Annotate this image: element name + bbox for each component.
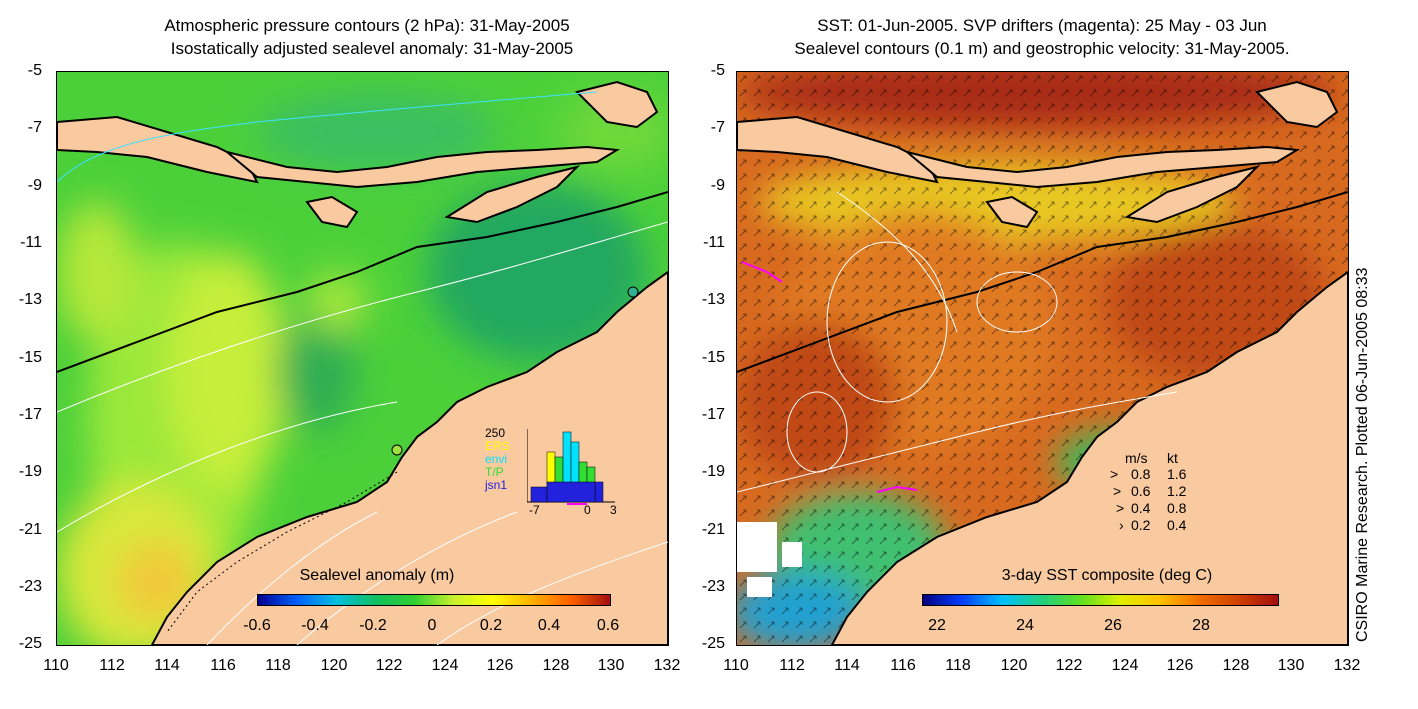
sla-colorbar-tick: 0 <box>427 617 437 634</box>
lon-tick: 122 <box>1055 657 1083 674</box>
inset-ymax: 250 <box>485 426 506 440</box>
sst-colorbar-tick: 26 <box>1104 617 1122 634</box>
lon-tick: 114 <box>834 657 860 674</box>
sla-colorbar-tick: -0.2 <box>359 617 387 634</box>
lon-tick: 126 <box>1166 657 1194 674</box>
lon-tick: 132 <box>653 657 681 674</box>
lon-tick: 116 <box>890 657 916 674</box>
lat-tick: -21 <box>701 521 725 538</box>
tide-station-marker <box>391 444 403 456</box>
lon-tick: 116 <box>210 657 236 674</box>
lon-tick: 124 <box>431 657 459 674</box>
lat-tick: -23 <box>18 578 42 595</box>
lon-tick: 114 <box>154 657 180 674</box>
inset-xtick: -7 <box>529 503 540 517</box>
lat-tick: -21 <box>18 521 42 538</box>
legend-ms: 0.2 <box>1131 517 1151 533</box>
right-title-line2: Sealevel contours (0.1 m) and geostrophi… <box>794 39 1290 58</box>
inset-xtick: 3 <box>610 503 617 517</box>
lon-tick: 118 <box>945 657 971 674</box>
lat-tick: -7 <box>27 119 42 136</box>
lon-tick: 128 <box>542 657 570 674</box>
sla-colorbar-title: Sealevel anomaly (m) <box>299 567 455 584</box>
legend-arrow-icon: > <box>1110 466 1119 482</box>
credit-text: CSIRO Marine Research. Plotted 06-Jun-20… <box>1354 267 1371 642</box>
sla-colorbar-tick: 0.2 <box>479 617 503 634</box>
lon-tick: 120 <box>1000 657 1028 674</box>
lat-tick: -5 <box>27 62 42 79</box>
altimeter-inset: 250 ERS envi T/P jsn1 <box>482 427 622 517</box>
inset-series-tp: T/P <box>485 465 504 479</box>
sla-colorbar-tick: -0.4 <box>301 617 329 634</box>
legend-header-ms: m/s <box>1125 450 1148 466</box>
lat-tick: -11 <box>20 234 42 251</box>
sla-colorbar-tick: -0.6 <box>243 617 271 634</box>
legend-kt: 1.2 <box>1167 483 1187 499</box>
inset-histogram <box>527 429 615 505</box>
lon-tick: 128 <box>1222 657 1250 674</box>
lon-tick: 110 <box>43 657 69 674</box>
legend-ms: 0.8 <box>1131 466 1151 482</box>
sla-map-canvas <box>57 72 668 645</box>
lon-tick: 130 <box>597 657 625 674</box>
left-title-line1: Atmospheric pressure contours (2 hPa): 3… <box>164 16 570 35</box>
lat-tick: -9 <box>710 177 725 194</box>
legend-ms: 0.4 <box>1131 500 1151 516</box>
lon-tick: 118 <box>265 657 291 674</box>
lon-tick: 130 <box>1277 657 1305 674</box>
sla-colorbar <box>257 594 611 606</box>
legend-kt: 0.4 <box>1167 517 1187 533</box>
sla-colorbar-tick: 0.4 <box>537 617 561 634</box>
inset-series-ers: ERS <box>485 439 510 453</box>
sealevel-anomaly-map: 250 ERS envi T/P jsn1 <box>56 71 669 646</box>
lat-tick: -7 <box>710 119 725 136</box>
lat-tick: -5 <box>710 62 725 79</box>
lon-tick: 110 <box>723 657 749 674</box>
sst-colorbar <box>922 594 1279 606</box>
tide-station-marker <box>627 286 639 298</box>
lon-tick: 112 <box>99 657 125 674</box>
lat-tick: -19 <box>701 463 725 480</box>
lat-tick: -17 <box>18 406 42 423</box>
legend-arrow-icon: › <box>1119 517 1124 533</box>
lat-tick: -15 <box>701 349 725 366</box>
legend-kt: 1.6 <box>1167 466 1187 482</box>
lat-tick: -17 <box>701 406 725 423</box>
lat-tick: -13 <box>701 291 725 308</box>
lon-tick: 122 <box>375 657 403 674</box>
lon-tick: 112 <box>779 657 805 674</box>
lat-tick: -25 <box>701 635 725 652</box>
lat-tick: -19 <box>18 463 42 480</box>
sla-colorbar-tick: 0.6 <box>596 617 620 634</box>
sst-map-canvas <box>737 72 1348 645</box>
sst-colorbar-title: 3-day SST composite (deg C) <box>1001 567 1213 584</box>
sst-colorbar-tick: 22 <box>928 617 946 634</box>
sst-colorbar-tick: 24 <box>1016 617 1034 634</box>
lat-tick: -23 <box>701 578 725 595</box>
legend-arrow-icon: > <box>1113 483 1122 499</box>
left-title-line2: Isostatically adjusted sealevel anomaly:… <box>170 39 574 58</box>
lat-tick: -25 <box>18 635 42 652</box>
sst-colorbar-tick: 28 <box>1192 617 1210 634</box>
lon-tick: 120 <box>320 657 348 674</box>
lat-tick: -13 <box>18 291 42 308</box>
sst-map: m/s kt > 0.8 1.6 > 0.6 1.2 > 0.4 0.8 › 0… <box>736 71 1349 646</box>
legend-kt: 0.8 <box>1167 500 1187 516</box>
lat-tick: -9 <box>27 177 42 194</box>
legend-header-kt: kt <box>1167 450 1178 466</box>
legend-ms: 0.6 <box>1131 483 1151 499</box>
velocity-legend: m/s kt > 0.8 1.6 > 0.6 1.2 > 0.4 0.8 › 0… <box>1107 450 1237 540</box>
inset-xtick: 0 <box>584 503 591 517</box>
legend-arrow-icon: > <box>1116 500 1125 516</box>
right-title-line1: SST: 01-Jun-2005. SVP drifters (magenta)… <box>817 16 1267 35</box>
lat-tick: -11 <box>703 234 725 251</box>
lat-tick: -15 <box>18 349 42 366</box>
inset-series-jsn1: jsn1 <box>485 478 508 492</box>
inset-series-envi: envi <box>485 452 508 466</box>
lon-tick: 124 <box>1111 657 1139 674</box>
lon-tick: 126 <box>486 657 514 674</box>
lon-tick: 132 <box>1333 657 1361 674</box>
